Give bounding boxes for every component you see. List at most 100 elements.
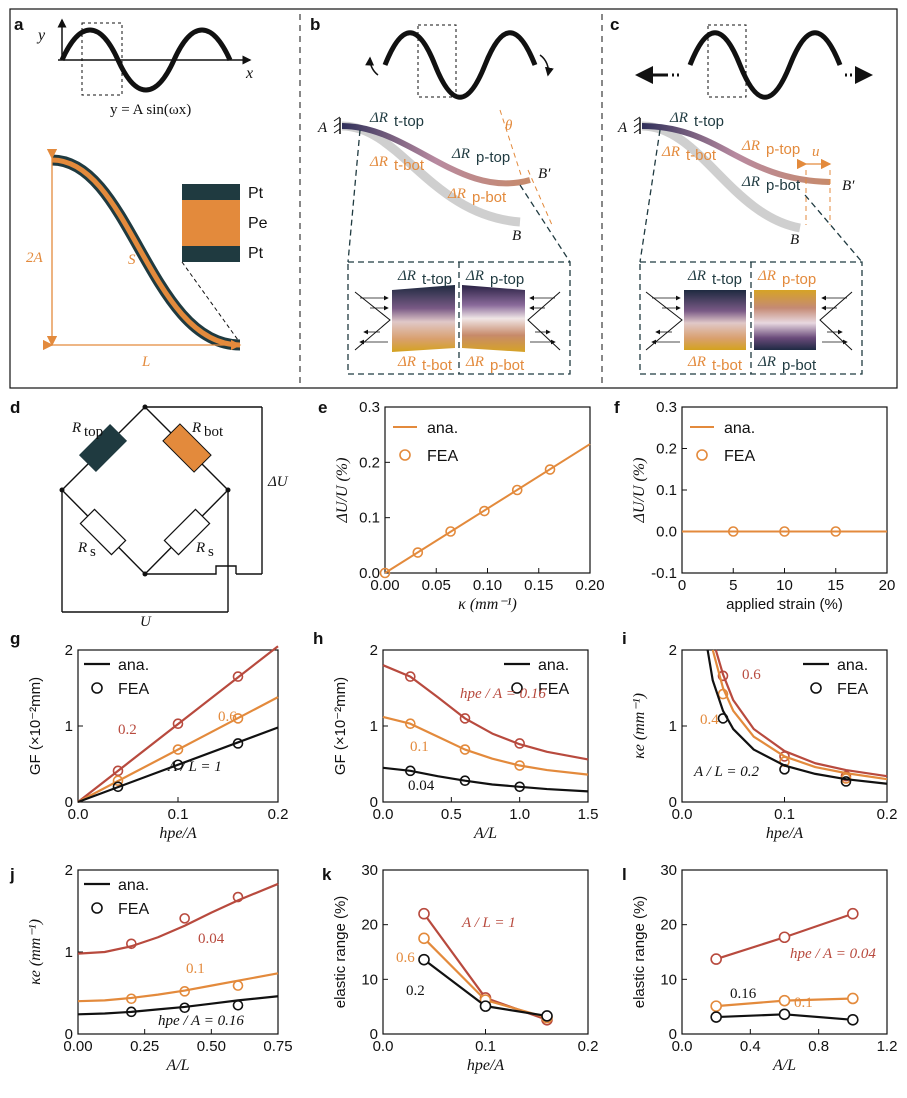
svg-text:ΔR: ΔR bbox=[369, 110, 388, 126]
k-ylabel: elastic range (%) bbox=[332, 896, 349, 1009]
i-legend-ana: ana. bbox=[837, 657, 868, 674]
d-delta-u-label: ΔU bbox=[267, 474, 289, 490]
svg-text:ΔR: ΔR bbox=[451, 146, 470, 162]
c-u-label: u bbox=[812, 144, 820, 160]
svg-text:t-bot: t-bot bbox=[422, 357, 453, 374]
svg-text:ΔR: ΔR bbox=[687, 268, 706, 284]
b-rotate-arrow-left bbox=[365, 56, 379, 76]
h-legend-marker bbox=[511, 682, 523, 694]
svg-text:ΔR: ΔR bbox=[397, 268, 416, 284]
i-legend-fea: FEA bbox=[837, 681, 868, 698]
svg-text:ΔR: ΔR bbox=[369, 154, 388, 170]
j-fea-point bbox=[179, 1002, 190, 1014]
svg-text:p-bot: p-bot bbox=[782, 357, 817, 374]
e-xtick-label: 0.15 bbox=[524, 577, 553, 594]
g-xtick-label: 0.2 bbox=[268, 806, 289, 823]
svg-text:R: R bbox=[195, 540, 205, 556]
e-legend-marker bbox=[399, 449, 411, 461]
svg-text:ΔR: ΔR bbox=[397, 354, 416, 370]
g-fea-point bbox=[232, 738, 244, 749]
b-bp-label: B′ bbox=[538, 166, 551, 182]
h-fea-point bbox=[405, 718, 416, 730]
b-inset-stress-left bbox=[354, 291, 391, 351]
g-xtick-label: 0.1 bbox=[168, 806, 189, 823]
h-fea-point bbox=[514, 760, 525, 771]
chart-g: g 0.0 0.1 0.2 0 1 2 hpe/A GF (×10⁻²mm) ana. FEA 0.2… bbox=[10, 629, 288, 842]
svg-text:t-bot: t-bot bbox=[712, 357, 743, 374]
a-layer-pe bbox=[182, 200, 240, 246]
g-fea-point bbox=[232, 713, 244, 724]
j-xtick-label: 0.00 bbox=[63, 1038, 92, 1055]
g-fea-point bbox=[112, 765, 124, 777]
c-selection-box bbox=[707, 24, 747, 98]
k-ytick-label: 20 bbox=[361, 917, 378, 934]
g-annotation-0: 0.2 bbox=[118, 722, 137, 738]
i-fea-point bbox=[779, 764, 790, 775]
g-ytick-label: 2 bbox=[65, 642, 73, 659]
j-fea-point bbox=[232, 891, 244, 903]
i-annotation-2: A / L = 0.2 bbox=[693, 764, 760, 780]
a-y-label: y bbox=[36, 27, 46, 44]
chart-i: i 0.0 0.1 0.2 0 1 2 hpe/A κe (mm⁻¹) ana. FEA 0.6 0.4… bbox=[622, 629, 897, 842]
i-xlabel: hpe/A bbox=[766, 825, 804, 842]
l-point bbox=[710, 1011, 722, 1023]
b-inset-block-left bbox=[392, 285, 455, 352]
j-annotation-1: 0.1 bbox=[186, 961, 205, 977]
c-dr-p-bot: ΔR p-bot bbox=[741, 174, 801, 194]
j-fea-point bbox=[232, 999, 244, 1011]
f-xtick-label: 20 bbox=[879, 577, 896, 594]
g-fea-point bbox=[172, 744, 184, 755]
e-ylabel: ΔU/U (%) bbox=[334, 458, 351, 524]
j-fea-point bbox=[179, 986, 190, 997]
b-b-label: B bbox=[512, 228, 521, 244]
l-xtick-label: 0.8 bbox=[808, 1038, 829, 1055]
i-fea-point bbox=[717, 713, 729, 724]
panel-j-label: j bbox=[9, 865, 15, 884]
h-ytick-label: 1 bbox=[370, 718, 378, 735]
a-layer-pt-top bbox=[182, 184, 240, 200]
i-series-0 bbox=[714, 649, 888, 778]
c-inset-block-left bbox=[684, 290, 746, 350]
k-point bbox=[418, 932, 430, 945]
j-fea-point bbox=[179, 913, 190, 924]
c-inset-dr-p-bot: ΔR p-bot bbox=[757, 354, 817, 374]
j-xlabel: A/L bbox=[165, 1057, 189, 1074]
svg-text:ΔR: ΔR bbox=[465, 268, 484, 284]
b-a-label: A bbox=[317, 120, 328, 136]
e-fea-point bbox=[412, 547, 424, 558]
h-xlabel: A/L bbox=[473, 825, 497, 842]
b-theta-line2 bbox=[527, 169, 553, 226]
i-series-2 bbox=[706, 649, 888, 785]
h-fea-point bbox=[459, 713, 471, 724]
f-ytick-label: 0.1 bbox=[656, 482, 677, 499]
svg-text:ΔR: ΔR bbox=[465, 354, 484, 370]
b-inset-dr-t-top: ΔR t-top bbox=[397, 268, 452, 288]
i-xtick-label: 0.1 bbox=[774, 806, 795, 823]
b-inset-block-right bbox=[462, 285, 525, 352]
chart-f: f 0 5 10 15 20 -0.1 0.0 0.1 0.2 0.3 applied strain … bbox=[614, 398, 895, 613]
svg-text:top: top bbox=[84, 424, 103, 440]
svg-text:t-top: t-top bbox=[422, 271, 452, 288]
h-fea-point bbox=[459, 744, 471, 755]
k-annotation-1: 0.6 bbox=[396, 950, 415, 966]
f-legend-marker bbox=[696, 449, 708, 461]
a-inset-leader bbox=[181, 261, 239, 341]
e-ytick-label: 0.1 bbox=[359, 510, 380, 527]
panel-h-label: h bbox=[313, 629, 323, 648]
a-layer-label-pe: Pe bbox=[248, 215, 268, 232]
c-dr-t-top: ΔR t-top bbox=[669, 110, 724, 130]
panel-f-label: f bbox=[614, 398, 620, 417]
svg-text:ΔR: ΔR bbox=[757, 354, 776, 370]
b-dr-t-top: ΔR t-top bbox=[369, 110, 424, 130]
b-dr-p-top: ΔR p-top bbox=[451, 146, 510, 166]
svg-text:p-bot: p-bot bbox=[490, 357, 525, 374]
svg-text:p-bot: p-bot bbox=[766, 177, 801, 194]
a-sine-wave bbox=[59, 27, 233, 93]
l-ytick-label: 10 bbox=[660, 971, 677, 988]
svg-text:R: R bbox=[191, 420, 201, 436]
f-ytick-label: 0.2 bbox=[656, 441, 677, 458]
panel-c-label: c bbox=[610, 15, 619, 34]
svg-text:ΔR: ΔR bbox=[741, 174, 760, 190]
panel-a: a y x y = A sin(ωx) 2A S L Pt Pe Pt bbox=[14, 15, 268, 370]
